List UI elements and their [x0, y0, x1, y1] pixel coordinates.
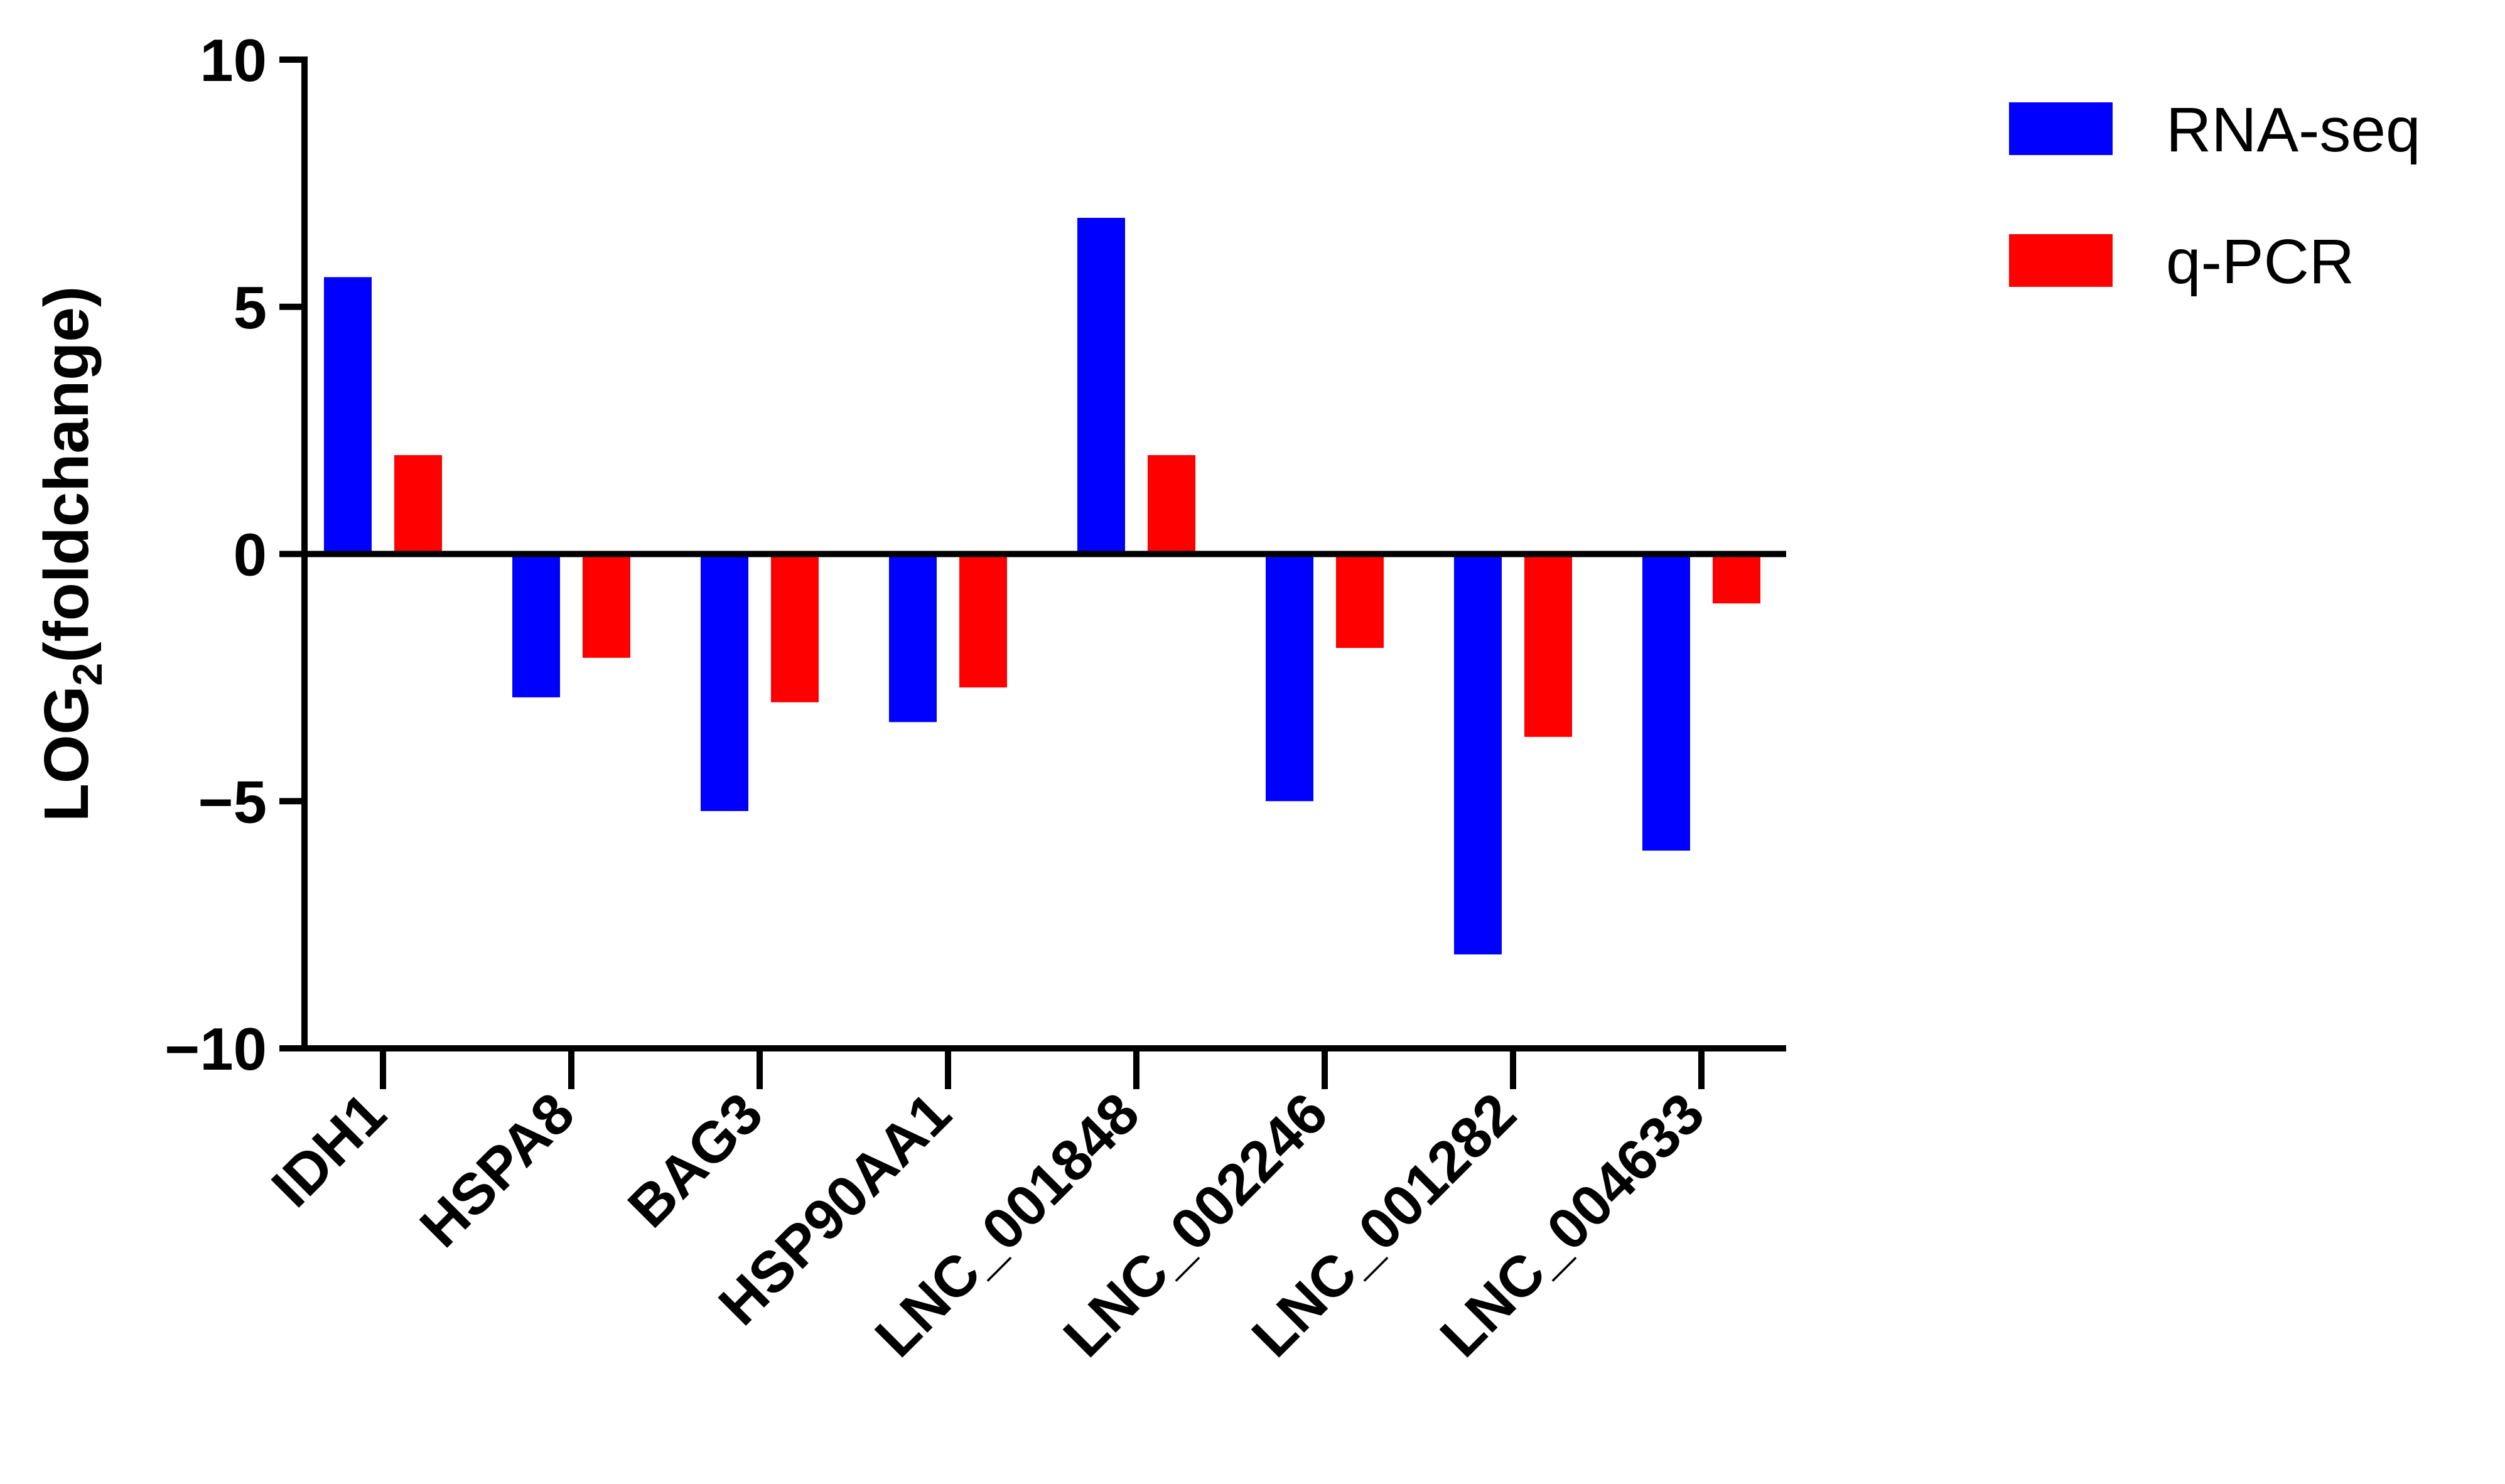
bar-q-pcr — [583, 554, 630, 658]
bar-q-pcr — [771, 554, 819, 702]
bar-rna-seq — [1642, 554, 1690, 851]
x-ticks: IDH1 HSPA8 BAG3HSP90AA1LNC_001848LNC_00224… — [260, 1048, 1716, 1369]
bar-rna-seq — [512, 554, 560, 697]
x-tick-label: BAG3 — [616, 1081, 775, 1240]
y-axis-title: LOG2(foldchange) — [31, 286, 110, 822]
y-ticks: 10 5 0 −5 −10 — [164, 27, 304, 1083]
x-tick-label: HSPA8 — [408, 1081, 586, 1259]
y-tick-label: 10 — [200, 27, 267, 94]
bar-rna-seq — [324, 277, 372, 554]
bar-q-pcr — [1148, 455, 1195, 554]
bar-rna-seq — [701, 554, 748, 811]
y-axis-title-subscript: 2 — [64, 663, 110, 686]
bar-q-pcr — [1713, 554, 1760, 604]
legend: RNA-seq q-PCR — [2009, 95, 2421, 297]
bar-rna-seq — [1454, 554, 1502, 955]
y-tick-label: 5 — [234, 274, 267, 341]
x-tick-label: IDH1 — [260, 1081, 398, 1219]
y-axis-title-main: LOG — [31, 686, 102, 822]
bar-rna-seq — [1266, 554, 1313, 802]
legend-label: RNA-seq — [2166, 95, 2421, 165]
bars-layer — [324, 218, 1760, 955]
bar-rna-seq — [889, 554, 937, 723]
bar-q-pcr — [1336, 554, 1384, 648]
y-tick-label: −5 — [198, 768, 267, 836]
bar-q-pcr — [959, 554, 1007, 688]
legend-swatch — [2009, 102, 2113, 155]
bar-rna-seq — [1077, 218, 1125, 554]
y-axis-title-rest: (foldchange) — [31, 286, 102, 663]
bar-q-pcr — [394, 455, 442, 554]
y-tick-label: 0 — [234, 522, 267, 589]
legend-swatch — [2009, 234, 2113, 287]
y-tick-label: −10 — [164, 1016, 267, 1083]
legend-label: q-PCR — [2166, 227, 2354, 297]
bar-q-pcr — [1524, 554, 1572, 737]
